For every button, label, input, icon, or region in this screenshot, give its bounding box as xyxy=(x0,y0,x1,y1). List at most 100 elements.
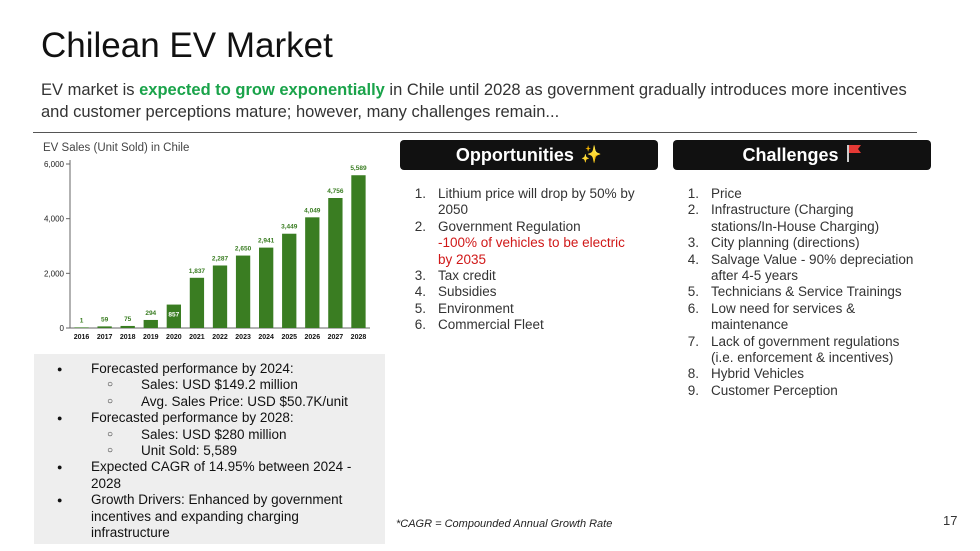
opportunity-text: Subsidies xyxy=(438,284,497,300)
y-tick-label: 6,000 xyxy=(44,160,65,169)
challenge-text: Lack of government regulations (i.e. enf… xyxy=(711,333,900,366)
opportunity-text: Tax credit xyxy=(438,268,496,284)
data-label: 2,650 xyxy=(235,246,252,253)
challenge-text: Customer Perception xyxy=(711,382,838,398)
summary-list: Forecasted performance by 2024: Sales: U… xyxy=(34,361,379,541)
challenge-number: 1. xyxy=(687,186,699,201)
opportunities-list: 1. Lithium price will drop by 50% by 2050… xyxy=(400,186,640,334)
data-label: 5,589 xyxy=(350,165,367,172)
bar xyxy=(328,198,343,328)
red-flag-icon-graphic xyxy=(846,144,861,162)
challenge-number: 7. xyxy=(687,333,699,349)
opportunity-item: 1. Lithium price will drop by 50% by 2050 xyxy=(400,186,640,219)
challenge-text: Low need for services & maintenance xyxy=(711,300,856,333)
summary-item-drivers: Growth Drivers: Enhanced by government i… xyxy=(34,492,379,541)
x-tick-label: 2025 xyxy=(281,334,297,341)
opportunity-item: 3. Tax credit xyxy=(400,268,640,284)
bar xyxy=(282,233,297,328)
data-label: 3,449 xyxy=(281,224,298,231)
y-tick-label: 0 xyxy=(60,324,65,333)
x-tick-label: 2020 xyxy=(166,334,182,341)
page-number: 17 xyxy=(943,513,958,528)
challenge-item: 5. Technicians & Service Trainings xyxy=(673,284,923,300)
challenge-number: 9. xyxy=(687,382,699,398)
bar xyxy=(305,217,320,328)
challenge-number: 8. xyxy=(687,366,699,382)
summary-item-2024: Forecasted performance by 2024: xyxy=(34,361,379,378)
challenges-header: Challenges xyxy=(673,140,931,170)
opportunity-number: 4. xyxy=(414,284,426,300)
bar xyxy=(74,327,89,328)
x-tick-label: 2021 xyxy=(189,334,205,341)
summary-item-2024-price: Avg. Sales Price: USD $50.7K/unit xyxy=(34,394,379,411)
x-tick-label: 2028 xyxy=(351,334,367,341)
challenges-heading: Challenges xyxy=(742,144,839,165)
x-tick-label: 2016 xyxy=(74,334,90,341)
challenge-number: 5. xyxy=(687,284,699,300)
summary-item-2028-units: Unit Sold: 5,589 xyxy=(34,443,379,460)
challenge-item: 7. Lack of government regulations (i.e. e… xyxy=(673,334,923,367)
cagr-footnote: *CAGR = Compounded Annual Growth Rate xyxy=(396,518,613,530)
challenge-item: 2. Infrastructure (Charging stations/In-H… xyxy=(673,202,923,235)
data-label: 1,837 xyxy=(189,268,206,275)
data-label: 59 xyxy=(101,316,109,323)
challenge-number: 3. xyxy=(687,235,699,251)
opportunity-text: Commercial Fleet xyxy=(438,317,544,333)
opportunity-item: 5. Environment xyxy=(400,301,640,317)
challenge-text: Hybrid Vehicles xyxy=(711,366,805,382)
opportunity-item: 6. Commercial Fleet xyxy=(400,317,640,333)
challenge-text: Infrastructure (Charging stations/In-Hou… xyxy=(711,202,880,234)
summary-item-cagr: Expected CAGR of 14.95% between 2024 - 2… xyxy=(34,459,379,492)
x-tick-label: 2026 xyxy=(305,334,321,341)
data-label: 294 xyxy=(145,310,156,317)
subtitle-highlight: expected to grow exponentially xyxy=(139,81,385,99)
header-divider xyxy=(33,132,917,133)
red-flag-icon xyxy=(846,144,862,167)
opportunities-heading: Opportunities xyxy=(455,144,574,165)
challenge-item: 4. Salvage Value - 90% depreciation after… xyxy=(673,252,923,285)
x-tick-label: 2022 xyxy=(212,334,228,341)
data-label: 1 xyxy=(80,317,84,324)
data-label: 4,756 xyxy=(327,188,344,195)
y-tick-label: 4,000 xyxy=(44,215,65,224)
opportunity-number: 3. xyxy=(414,268,426,284)
subtitle-pre: EV market is xyxy=(41,81,140,99)
challenge-number: 4. xyxy=(687,251,699,267)
x-tick-label: 2017 xyxy=(97,334,113,341)
data-label: 75 xyxy=(124,316,132,323)
summary-item-2028: Forecasted performance by 2028: xyxy=(34,410,379,427)
bar xyxy=(212,265,228,328)
opportunity-number: 5. xyxy=(414,300,426,316)
summary-item-2024-sales: Sales: USD $149.2 million xyxy=(34,377,379,394)
opportunity-item: 2. Government Regulation -100% of vehicles… xyxy=(400,219,640,268)
challenge-item: 3. City planning (directions) xyxy=(673,235,923,251)
chart-title: EV Sales (Unit Sold) in Chile xyxy=(43,142,190,154)
opportunity-item: 4. Subsidies xyxy=(400,284,640,300)
bar xyxy=(143,319,158,328)
challenge-text: Salvage Value - 90% depreciation after 4… xyxy=(711,251,914,284)
opportunity-number: 1. xyxy=(414,186,426,201)
challenges-list: 1. Price 2. Infrastructure (Charging statio… xyxy=(673,186,923,399)
opportunity-detail: -100% of vehicles to be electric by 2035 xyxy=(438,235,625,267)
data-label: 2,287 xyxy=(212,255,229,262)
challenge-item: 6. Low need for services & maintenance xyxy=(673,301,923,334)
opportunity-number: 2. xyxy=(414,218,426,234)
bar xyxy=(166,304,181,328)
data-label: 857 xyxy=(168,312,179,319)
y-tick-label: 2,000 xyxy=(44,269,65,278)
opportunities-header: Opportunities ✨ xyxy=(400,140,658,170)
opportunity-text: Government Regulation xyxy=(438,218,581,234)
summary-box: Forecasted performance by 2024: Sales: U… xyxy=(34,354,385,544)
summary-item-2028-sales: Sales: USD $280 million xyxy=(34,427,379,444)
opportunity-text: Environment xyxy=(438,300,514,316)
challenge-item: 1. Price xyxy=(673,186,923,202)
bar xyxy=(120,325,135,328)
page-title: Chilean EV Market xyxy=(41,26,333,65)
x-tick-label: 2019 xyxy=(143,334,159,341)
data-label: 2,941 xyxy=(258,238,275,245)
challenge-text: City planning (directions) xyxy=(711,235,860,251)
subtitle-post: in Chile until 2028 as government gradua… xyxy=(41,81,907,121)
x-tick-label: 2024 xyxy=(258,334,274,341)
x-tick-label: 2023 xyxy=(235,334,251,341)
x-tick-label: 2018 xyxy=(120,334,136,341)
